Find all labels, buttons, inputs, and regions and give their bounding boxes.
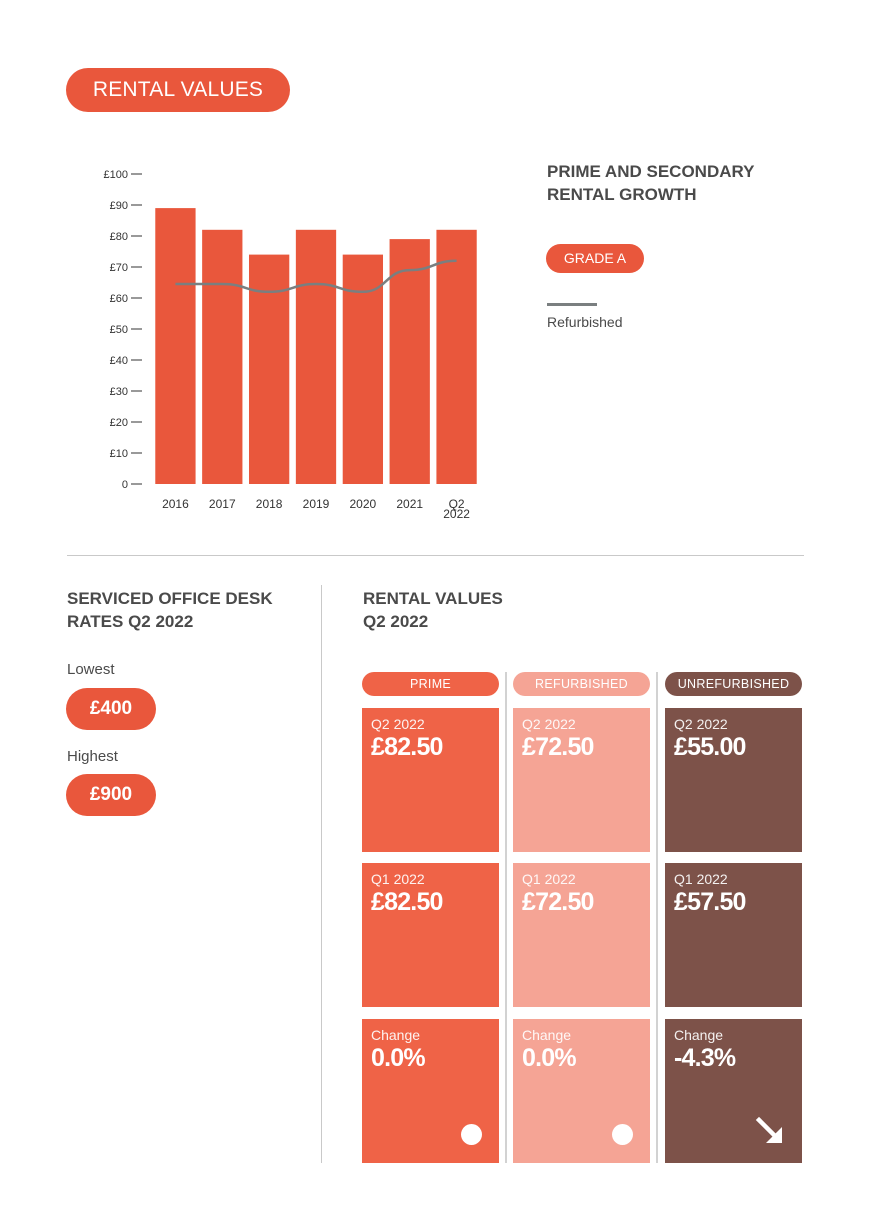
rental-values-heading: RENTAL VALUES Q2 2022 — [363, 587, 603, 633]
x-tick-label: Q2 — [449, 497, 465, 511]
column-header-unrefurbished: UNREFURBISHED — [665, 672, 802, 696]
tile-unrefurbished-change: Change -4.3% — [665, 1019, 802, 1163]
bar-grade-a-0 — [155, 208, 196, 484]
chart-heading: PRIME AND SECONDARY RENTAL GROWTH — [547, 160, 807, 206]
tile-value: £72.50 — [522, 733, 594, 761]
no-change-circle-icon — [612, 1124, 633, 1145]
tile-label: Q1 2022 — [371, 871, 425, 887]
tile-value: £82.50 — [371, 733, 443, 761]
bar-grade-a-2 — [248, 254, 290, 484]
vertical-divider — [321, 585, 322, 1163]
tile-label: Q1 2022 — [674, 871, 728, 887]
rental-values-heading-line2: Q2 2022 — [363, 612, 429, 631]
tile-label: Change — [674, 1027, 724, 1043]
line-refurbished — [175, 259, 457, 294]
highest-label: Highest — [67, 748, 118, 765]
x-tick-label: 2021 — [396, 497, 423, 511]
arrow-down-right-icon — [755, 1116, 782, 1143]
bar-grade-a-1 — [202, 229, 243, 484]
legend-line-swatch — [547, 303, 597, 306]
column-header-prime: PRIME — [362, 672, 499, 696]
legend-grade-a: GRADE A — [546, 244, 644, 273]
x-tick-label: 2022 — [443, 507, 470, 521]
rental-growth-chart: 0 £10 £20 £30 £40 £50 £60 £70 £80 £90 £100 2016 2017… — [104, 169, 477, 521]
tile-label: Q1 2022 — [522, 871, 576, 887]
tile-value: £55.00 — [674, 733, 746, 761]
x-tick-label: 2020 — [350, 497, 377, 511]
tile-value: -4.3% — [674, 1044, 736, 1072]
y-tick-label: £60 — [110, 293, 128, 305]
tile-value: 0.0% — [371, 1044, 426, 1072]
y-tick-label: £10 — [110, 448, 128, 460]
tile-value: 0.0% — [522, 1044, 577, 1072]
tile-value: £82.50 — [371, 888, 443, 916]
y-tick-label: £50 — [110, 324, 128, 336]
lowest-label: Lowest — [67, 661, 115, 678]
rental-values-heading-line1: RENTAL VALUES — [363, 589, 503, 608]
y-tick-label: £80 — [110, 231, 128, 243]
y-tick-label: £20 — [110, 417, 128, 429]
tile-prime-q1: Q1 2022 £82.50 — [362, 863, 499, 1007]
tile-label: Change — [371, 1027, 421, 1043]
tile-unrefurbished-q1: Q1 2022 £57.50 — [665, 863, 802, 1007]
lowest-value-badge: £400 — [66, 688, 156, 730]
tile-refurbished-change: Change 0.0% — [513, 1019, 650, 1163]
x-tick-label: 2017 — [209, 497, 236, 511]
x-tick-label: 2016 — [162, 497, 189, 511]
bar-grade-a-3 — [295, 229, 337, 484]
y-tick-label: 0 — [122, 479, 128, 491]
tile-label: Q2 2022 — [522, 716, 576, 732]
no-change-circle-icon — [461, 1124, 482, 1145]
desk-rates-heading-line1: SERVICED OFFICE DESK — [67, 589, 273, 608]
x-tick-label: 2018 — [256, 497, 283, 511]
chart-heading-line1: PRIME AND SECONDARY — [547, 162, 755, 181]
y-tick-label: £100 — [104, 169, 128, 181]
section-title: RENTAL VALUES — [66, 68, 290, 112]
column-separator — [656, 672, 658, 1163]
y-tick-label: £90 — [110, 200, 128, 212]
tile-refurbished-q2: Q2 2022 £72.50 — [513, 708, 650, 852]
column-separator — [505, 672, 507, 1163]
bar-grade-a-5 — [389, 239, 430, 484]
horizontal-divider — [67, 555, 804, 556]
tile-prime-q2: Q2 2022 £82.50 — [362, 708, 499, 852]
x-tick-label: 2019 — [303, 497, 330, 511]
tile-label: Change — [522, 1027, 572, 1043]
y-tick-label: £70 — [110, 262, 128, 274]
tile-refurbished-q1: Q1 2022 £72.50 — [513, 863, 650, 1007]
legend-refurbished-label: Refurbished — [547, 314, 623, 330]
desk-rates-heading: SERVICED OFFICE DESK RATES Q2 2022 — [67, 587, 307, 633]
tile-value: £72.50 — [522, 888, 594, 916]
tile-label: Q2 2022 — [371, 716, 425, 732]
desk-rates-heading-line2: RATES Q2 2022 — [67, 612, 194, 631]
y-tick-label: £40 — [110, 355, 128, 367]
y-tick-label: £30 — [110, 386, 128, 398]
tile-label: Q2 2022 — [674, 716, 728, 732]
bar-grade-a-6 — [436, 229, 477, 484]
tile-value: £57.50 — [674, 888, 746, 916]
chart-heading-line2: RENTAL GROWTH — [547, 185, 697, 204]
tile-unrefurbished-q2: Q2 2022 £55.00 — [665, 708, 802, 852]
column-header-refurbished: REFURBISHED — [513, 672, 650, 696]
tile-prime-change: Change 0.0% — [362, 1019, 499, 1163]
highest-value-badge: £900 — [66, 774, 156, 816]
